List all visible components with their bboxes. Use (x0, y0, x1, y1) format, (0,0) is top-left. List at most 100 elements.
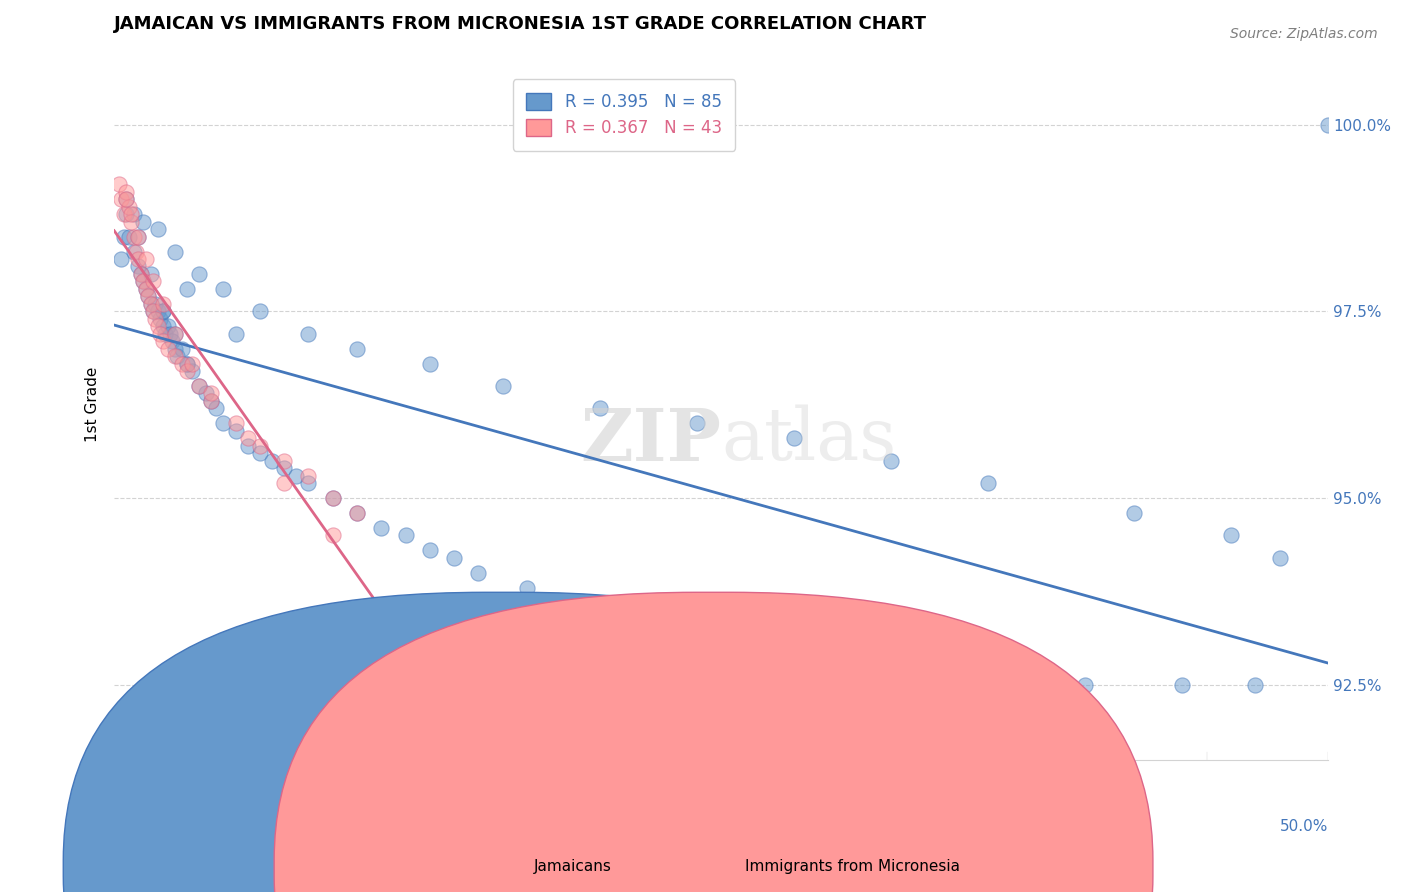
Point (156, 319, 179, 334)
Point (1317, 118, 1340, 132)
Point (153, 326, 176, 341)
Point (127, 252, 149, 266)
Point (146, 222, 169, 236)
Point (108, 178, 131, 192)
Point (115, 192, 138, 206)
Point (346, 506, 368, 520)
Point (758, 640, 780, 655)
Point (322, 491, 344, 505)
Point (176, 357, 198, 371)
Point (880, 454, 903, 468)
Point (112, 207, 135, 221)
Point (152, 297, 174, 311)
Legend: R = 0.395   N = 85, R = 0.367   N = 43: R = 0.395 N = 85, R = 0.367 N = 43 (513, 79, 735, 151)
Point (589, 401, 612, 416)
Point (322, 491, 344, 505)
Point (135, 252, 157, 266)
Point (149, 311, 172, 326)
Point (200, 394, 222, 409)
Point (236, 431, 259, 445)
Point (225, 326, 247, 341)
Point (297, 326, 319, 341)
Point (122, 207, 145, 221)
Point (297, 468, 319, 483)
Point (120, 207, 142, 221)
Point (112, 229, 135, 244)
Point (127, 260, 149, 274)
Point (110, 252, 132, 266)
Point (1074, 678, 1097, 692)
Point (710, 625, 733, 640)
Point (492, 379, 515, 393)
Point (115, 185, 138, 199)
Point (132, 215, 155, 229)
Point (195, 386, 218, 401)
Text: ZIP: ZIP (581, 405, 721, 475)
Point (163, 342, 186, 356)
Point (110, 192, 132, 206)
Point (176, 357, 198, 371)
Point (127, 229, 149, 244)
Point (162, 334, 184, 349)
Point (904, 663, 927, 677)
Point (285, 468, 308, 483)
Point (135, 282, 157, 296)
Point (236, 439, 259, 453)
Point (188, 379, 211, 393)
Point (613, 603, 636, 617)
Point (225, 424, 247, 438)
Point (172, 357, 194, 371)
Point (346, 506, 368, 520)
Point (180, 357, 202, 371)
Point (115, 207, 138, 221)
Point (146, 319, 169, 334)
Point (152, 319, 174, 334)
Point (152, 304, 174, 318)
Point (125, 244, 148, 259)
Point (149, 326, 172, 341)
Point (152, 304, 174, 318)
Point (159, 326, 181, 341)
Point (188, 379, 211, 393)
Point (443, 550, 465, 565)
Point (146, 304, 169, 318)
Point (200, 394, 222, 409)
Point (129, 267, 152, 281)
Point (1122, 506, 1144, 520)
Y-axis label: 1st Grade: 1st Grade (86, 367, 100, 442)
Point (346, 342, 368, 356)
Text: JAMAICAN VS IMMIGRANTS FROM MICRONESIA 1ST GRADE CORRELATION CHART: JAMAICAN VS IMMIGRANTS FROM MICRONESIA 1… (114, 15, 927, 33)
Point (467, 566, 489, 580)
Point (205, 401, 228, 416)
Point (122, 229, 145, 244)
Point (394, 528, 416, 542)
Point (163, 326, 186, 341)
Point (163, 326, 186, 341)
Point (249, 304, 271, 318)
Point (142, 304, 165, 318)
Text: Jamaicans: Jamaicans (534, 859, 612, 874)
Point (139, 297, 162, 311)
Point (145, 311, 167, 326)
Point (135, 282, 157, 296)
Point (166, 349, 188, 363)
Point (152, 334, 174, 349)
Point (122, 244, 145, 259)
Text: Source: ZipAtlas.com: Source: ZipAtlas.com (1230, 27, 1378, 41)
Point (212, 282, 235, 296)
Point (142, 275, 165, 289)
Point (273, 461, 295, 475)
Point (370, 521, 392, 535)
Point (188, 267, 211, 281)
Point (163, 349, 186, 363)
Point (129, 267, 152, 281)
Point (516, 581, 538, 595)
Point (132, 275, 155, 289)
Point (686, 417, 709, 431)
Point (115, 192, 138, 206)
Text: Immigrants from Micronesia: Immigrants from Micronesia (745, 859, 960, 874)
Point (783, 431, 806, 445)
Point (419, 543, 441, 558)
Point (225, 417, 247, 431)
Point (142, 304, 165, 318)
